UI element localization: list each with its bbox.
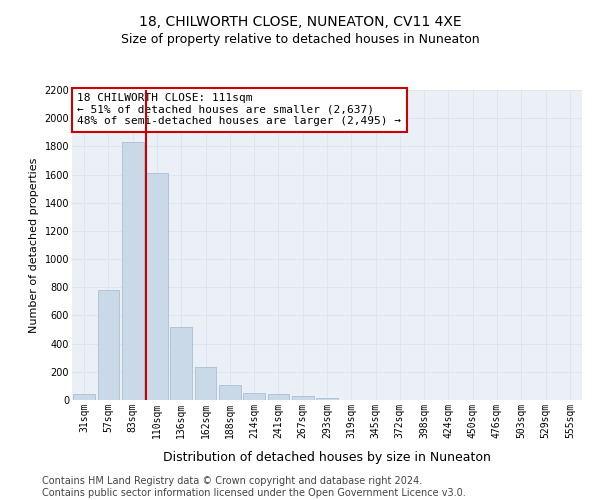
- Bar: [243, 393, 265, 400]
- Text: Distribution of detached houses by size in Nuneaton: Distribution of detached houses by size …: [163, 451, 491, 464]
- Text: 18 CHILWORTH CLOSE: 111sqm
← 51% of detached houses are smaller (2,637)
48% of s: 18 CHILWORTH CLOSE: 111sqm ← 51% of deta…: [77, 93, 401, 126]
- Bar: [292, 396, 314, 400]
- Bar: [268, 394, 289, 400]
- Bar: [73, 394, 95, 400]
- Text: Size of property relative to detached houses in Nuneaton: Size of property relative to detached ho…: [121, 32, 479, 46]
- Bar: [146, 173, 168, 400]
- Y-axis label: Number of detached properties: Number of detached properties: [29, 158, 39, 332]
- Text: Contains HM Land Registry data © Crown copyright and database right 2024.
Contai: Contains HM Land Registry data © Crown c…: [42, 476, 466, 498]
- Bar: [122, 142, 143, 400]
- Bar: [219, 385, 241, 400]
- Bar: [97, 290, 119, 400]
- Text: 18, CHILWORTH CLOSE, NUNEATON, CV11 4XE: 18, CHILWORTH CLOSE, NUNEATON, CV11 4XE: [139, 15, 461, 29]
- Bar: [170, 326, 192, 400]
- Bar: [194, 367, 217, 400]
- Bar: [316, 398, 338, 400]
